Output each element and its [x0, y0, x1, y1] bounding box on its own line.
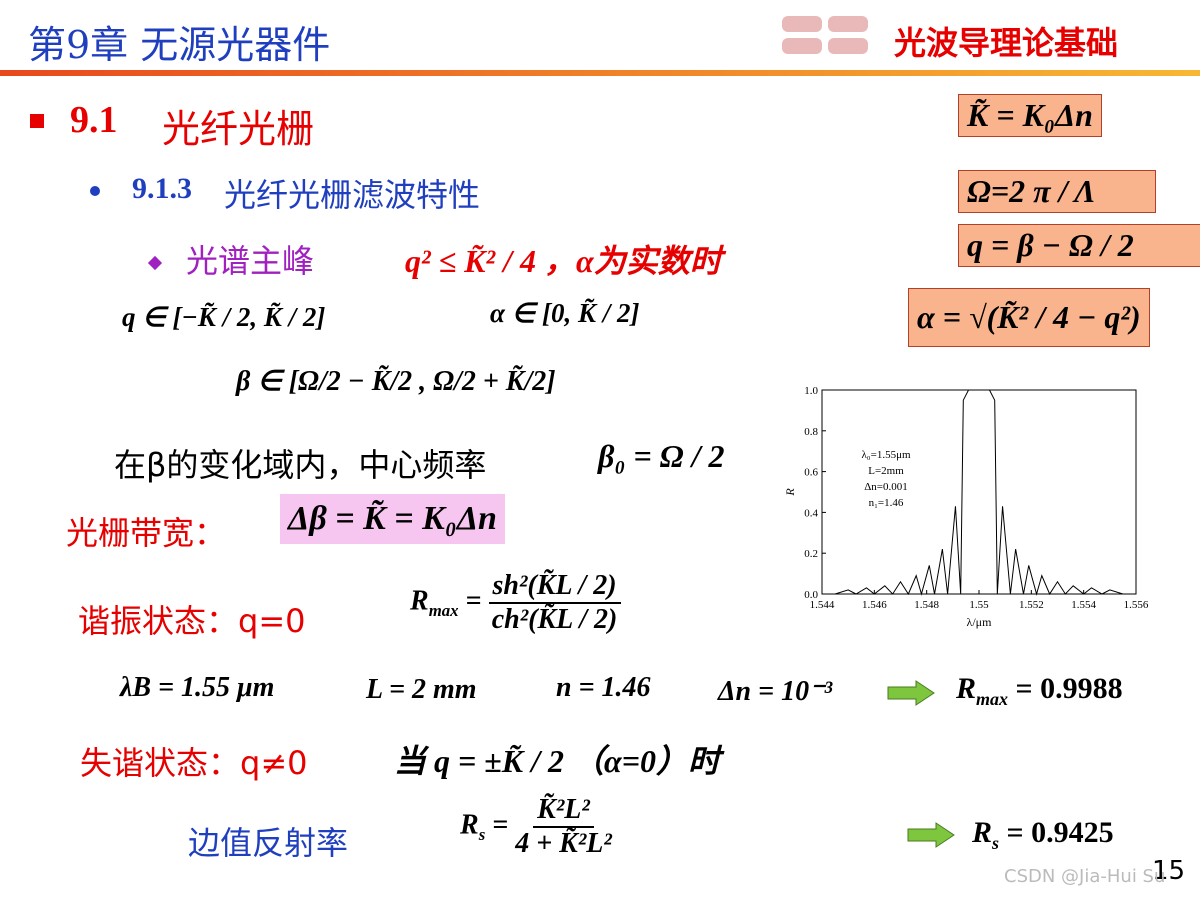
bandwidth-label: 光栅带宽：: [66, 514, 227, 552]
y-axis-label: R: [783, 488, 797, 497]
edge-label: 边值反射率: [188, 824, 349, 862]
denominator: 4 + K̃²L²: [515, 828, 612, 859]
reflectance-curve: [834, 389, 1124, 596]
arrow: [907, 822, 955, 848]
resonance-label: 谐振状态：q=0: [78, 602, 306, 640]
range-formula: β ∈ [Ω/2 − K̃/2 , Ω/2 + K̃/2]: [236, 366, 556, 397]
x-tick-label: 1.552: [1019, 599, 1044, 611]
x-axis-label: λ/μm: [967, 615, 993, 629]
logo-icons: [782, 16, 868, 54]
formula-box: α = √(K̃² / 4 − q²): [908, 288, 1150, 347]
rmax-result: Rmax = 0.9988: [956, 672, 1123, 710]
fraction: sh²(K̃L / 2) ch²(K̃L / 2): [488, 570, 621, 636]
x-tick-label: 1.556: [1124, 599, 1149, 611]
symbol: R: [410, 585, 429, 617]
denominator: ch²(K̃L / 2): [491, 604, 618, 635]
fraction: K̃²L² 4 + K̃²L²: [515, 794, 612, 860]
bullet-condition: q² ≤ K̃² / 4 ，α为实数时: [405, 243, 722, 279]
subscript: s: [992, 833, 1000, 853]
subscript: s: [478, 825, 486, 845]
formula-box: Ω=2 π / Λ: [958, 170, 1156, 213]
reflectance-chart: 1.544 1.546 1.548 1.55 1.552 1.554 1.556 0.0 0.2…: [783, 385, 1149, 629]
arrow: [887, 680, 935, 706]
watermark: CSDN @Jia-Hui Su: [1004, 866, 1166, 887]
symbol: R: [956, 672, 977, 705]
numerator: sh²(K̃L / 2): [488, 570, 621, 604]
range-formula: q ∈ [−K̃ / 2, K̃ / 2]: [122, 302, 326, 332]
subsection-title: 光纤光栅滤波特性: [224, 176, 481, 214]
parameter: λB = 1.55 μm: [120, 672, 275, 703]
detuned-condition: 当 q = ±K̃ / 2 （α=0）时: [394, 743, 720, 779]
detuned-label: 失谐状态：q≠0: [80, 744, 308, 782]
rs-result: Rs = 0.9425: [972, 816, 1114, 854]
y-tick-label: 0.8: [804, 426, 818, 438]
y-tick-label: 0.4: [804, 507, 818, 519]
x-tick-label: 1.554: [1071, 599, 1096, 611]
header-rule: [0, 70, 1200, 76]
x-tick-label: 1.548: [914, 599, 939, 611]
page-number: 15: [1152, 856, 1186, 886]
value: = 0.9988: [1015, 672, 1123, 705]
rmax-formula: Rmax = sh²(K̃L / 2) ch²(K̃L / 2): [410, 570, 621, 636]
x-tick-label: 1.546: [862, 599, 887, 611]
center-frequency-text: 在β的变化域内，中心频率: [114, 446, 487, 484]
value: = 0.9425: [1006, 816, 1114, 849]
annotation: n₁=1.46: [869, 497, 904, 509]
section-title: 光纤光栅: [162, 107, 315, 151]
numerator: K̃²L²: [533, 794, 594, 828]
section-number: 9.1: [70, 99, 118, 141]
annotation: Δn=0.001: [864, 481, 908, 493]
center-frequency-formula: β₀ = Ω / 2: [598, 438, 725, 474]
parameter: L = 2 mm: [366, 674, 477, 705]
parameter: Δn = 10⁻³: [718, 676, 833, 707]
y-tick-label: 0.6: [804, 467, 818, 479]
subsection-number: 9.1.3: [132, 172, 192, 205]
y-tick-label: 1.0: [804, 385, 818, 397]
range-formula: α ∈ [0, K̃ / 2]: [490, 298, 640, 328]
parameter: n = 1.46: [556, 672, 651, 703]
x-tick-label: 1.55: [969, 599, 989, 611]
subscript: max: [428, 601, 459, 621]
formula-box: K̃ = K₀Δn: [958, 94, 1102, 137]
formula-box: q = β − Ω / 2: [958, 224, 1200, 267]
bullet-square: [30, 114, 44, 128]
annotation: λ₀=1.55μm: [861, 449, 911, 461]
bandwidth-formula: Δβ = K̃ = K₀Δn: [280, 494, 505, 544]
bullet-label: 光谱主峰: [186, 242, 315, 280]
rs-formula: Rs = K̃²L² 4 + K̃²L²: [460, 794, 612, 860]
y-tick-label: 0.0: [804, 589, 818, 601]
course-title: 光波导理论基础: [894, 24, 1119, 62]
x-tick-label: 1.544: [810, 599, 835, 611]
symbol: R: [972, 816, 993, 849]
bullet-dot: [90, 186, 100, 196]
subscript: max: [976, 689, 1009, 709]
bullet-diamond: [147, 255, 163, 271]
symbol: R: [460, 809, 479, 841]
y-tick-label: 0.2: [804, 548, 818, 560]
chapter-title: 第9章 无源光器件: [28, 23, 331, 67]
annotation: L=2mm: [868, 465, 904, 477]
